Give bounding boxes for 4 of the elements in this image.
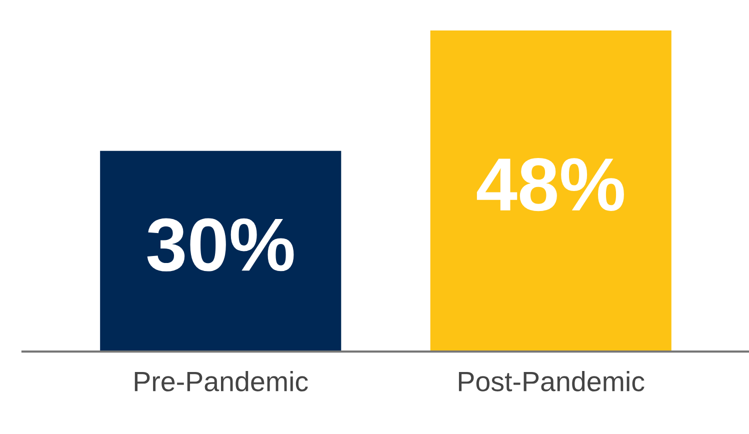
data-label: 30% <box>147 218 294 272</box>
x-tick-label: Pre-Pandemic <box>134 370 308 392</box>
data-label: 48% <box>476 158 624 212</box>
x-tick-label: Post-Pandemic <box>458 370 644 392</box>
